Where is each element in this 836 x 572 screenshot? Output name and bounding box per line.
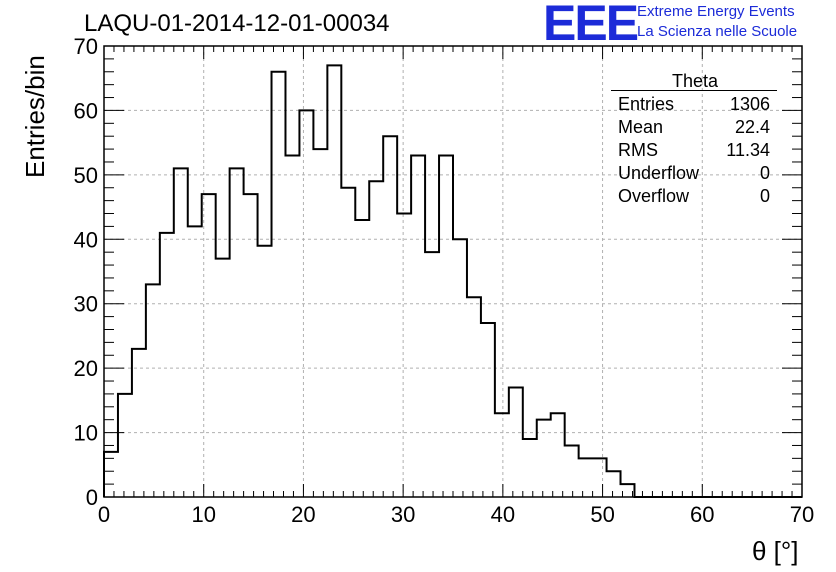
y-tick-label: 0 bbox=[86, 485, 98, 510]
stats-key: Overflow bbox=[618, 186, 690, 206]
stats-key: Underflow bbox=[618, 163, 700, 183]
stats-key: Mean bbox=[618, 117, 664, 137]
x-tick-label: 30 bbox=[391, 502, 415, 527]
x-axis-label: θ [°] bbox=[752, 536, 799, 566]
y-tick-label: 60 bbox=[74, 98, 98, 123]
x-tick-label: 70 bbox=[790, 502, 814, 527]
x-tick-labels: 0 10 20 30 40 50 60 70 bbox=[98, 502, 814, 527]
stats-row-entries: Entries 1306 bbox=[618, 94, 770, 114]
y-axis-label: Entries/bin bbox=[20, 55, 50, 178]
y-tick-label: 70 bbox=[74, 34, 98, 59]
plot-frame bbox=[103, 45, 803, 498]
x-tick-label: 60 bbox=[690, 502, 714, 527]
stats-divider bbox=[611, 90, 777, 91]
y-tick-label: 50 bbox=[74, 163, 98, 188]
y-tick-labels: 0 10 20 30 40 50 60 70 bbox=[74, 34, 98, 510]
x-tick-label: 50 bbox=[590, 502, 614, 527]
stats-row-overflow: Overflow 0 bbox=[618, 186, 770, 206]
x-tick-label: 40 bbox=[491, 502, 515, 527]
logo-line-2: La Scienza nelle Scuole bbox=[637, 23, 798, 40]
y-tick-label: 30 bbox=[74, 292, 98, 317]
stats-key: RMS bbox=[618, 140, 658, 160]
y-tick-label: 10 bbox=[74, 421, 98, 446]
x-tick-label: 10 bbox=[191, 502, 215, 527]
stats-value: 22.4 bbox=[734, 117, 770, 137]
histogram-series bbox=[103, 64, 802, 498]
stats-row-mean: Mean 22.4 bbox=[618, 117, 770, 137]
stats-value: 0 bbox=[759, 163, 770, 183]
eee-logo: EEE bbox=[543, 0, 639, 51]
logo-line-1: Extreme Energy Events bbox=[637, 3, 795, 20]
axis-ticks bbox=[103, 45, 803, 498]
stats-value: 1306 bbox=[729, 94, 770, 114]
stats-value: 11.34 bbox=[726, 140, 770, 160]
stats-value: 0 bbox=[759, 186, 770, 206]
stats-row-rms: RMS 11.34 bbox=[618, 140, 770, 160]
stats-row-underflow: Underflow 0 bbox=[618, 163, 770, 183]
y-tick-label: 40 bbox=[74, 227, 98, 252]
y-tick-label: 20 bbox=[74, 356, 98, 381]
stats-key: Entries bbox=[618, 94, 675, 114]
x-tick-label: 20 bbox=[291, 502, 315, 527]
stats-title: Theta bbox=[671, 71, 719, 91]
chart-title: LAQU-01-2014-12-01-00034 bbox=[84, 10, 390, 37]
x-tick-label: 0 bbox=[98, 502, 110, 527]
